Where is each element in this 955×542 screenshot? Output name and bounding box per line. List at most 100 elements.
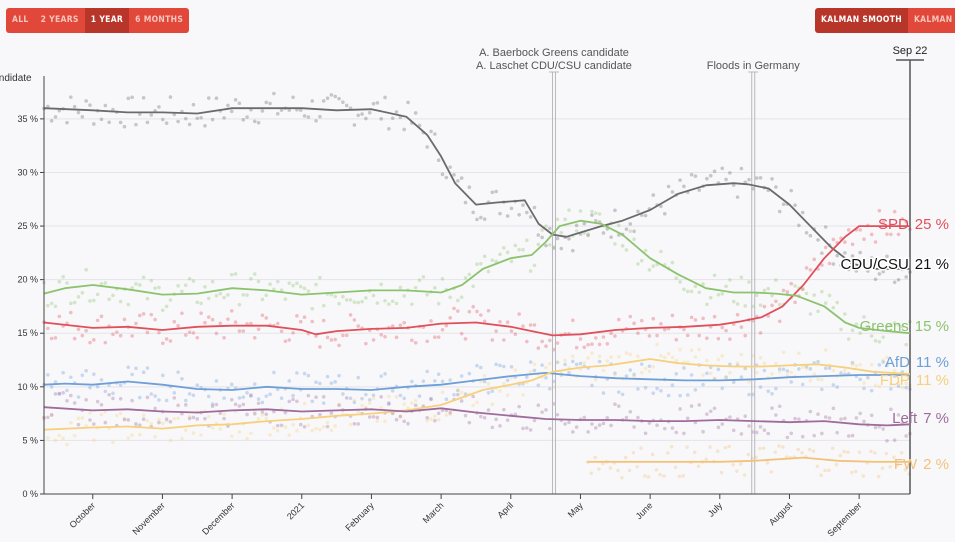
poll-dot bbox=[390, 324, 395, 328]
poll-dot bbox=[850, 433, 855, 438]
poll-dot bbox=[206, 315, 211, 319]
poll-dot bbox=[761, 446, 766, 450]
poll-dot bbox=[325, 335, 330, 340]
poll-dot bbox=[306, 393, 311, 398]
poll-dot bbox=[141, 413, 146, 418]
poll-dot bbox=[727, 444, 732, 449]
range-2-years-button[interactable]: 2 YEARS bbox=[34, 8, 85, 33]
poll-dot bbox=[433, 418, 437, 423]
poll-dot bbox=[609, 423, 613, 428]
poll-dot bbox=[502, 381, 506, 386]
y-tick-label: 25 % bbox=[17, 221, 38, 231]
poll-dot bbox=[498, 389, 502, 393]
poll-dot bbox=[475, 262, 479, 266]
poll-dot bbox=[99, 117, 104, 122]
poll-dot bbox=[164, 419, 169, 423]
poll-dot bbox=[739, 275, 744, 280]
poll-dot bbox=[502, 364, 506, 369]
poll-dot bbox=[203, 416, 207, 421]
poll-dot bbox=[866, 324, 870, 329]
poll-dot bbox=[337, 343, 341, 348]
poll-dot bbox=[479, 215, 483, 220]
poll-dot bbox=[570, 354, 575, 359]
poll-dot bbox=[195, 383, 200, 387]
poll-dot bbox=[873, 425, 878, 430]
poll-dot bbox=[521, 247, 525, 252]
poll-dot bbox=[578, 361, 583, 366]
poll-dot bbox=[521, 203, 525, 207]
poll-dot bbox=[605, 359, 610, 363]
poll-dot bbox=[616, 390, 621, 394]
poll-dot bbox=[800, 365, 805, 369]
poll-dot bbox=[785, 290, 790, 294]
poll-dot bbox=[364, 392, 368, 397]
poll-dot bbox=[589, 471, 594, 476]
poll-dot bbox=[318, 345, 322, 349]
poll-dot bbox=[260, 413, 265, 417]
poll-dot bbox=[164, 121, 169, 125]
poll-dot bbox=[685, 393, 690, 397]
series-line-fw bbox=[587, 456, 910, 463]
poll-dot bbox=[903, 467, 908, 472]
poll-dot bbox=[758, 356, 763, 360]
poll-dot bbox=[532, 418, 537, 423]
range-all-button[interactable]: ALL bbox=[6, 8, 35, 33]
poll-dot bbox=[574, 223, 579, 228]
poll-dot bbox=[99, 314, 104, 319]
poll-dot bbox=[502, 338, 506, 342]
poll-dot bbox=[229, 272, 234, 277]
poll-dot bbox=[153, 286, 157, 290]
poll-dot bbox=[800, 287, 805, 292]
poll-dot bbox=[256, 397, 261, 401]
poll-dot bbox=[743, 366, 748, 371]
poll-dot bbox=[306, 373, 311, 378]
kalman-smooth-button[interactable]: KALMAN SMOOTH bbox=[815, 8, 908, 33]
poll-dot bbox=[134, 422, 138, 426]
poll-dot bbox=[582, 345, 587, 350]
event-label: A. Baerbock Greens candidate bbox=[479, 47, 629, 59]
poll-dot bbox=[206, 394, 211, 399]
poll-dot bbox=[574, 345, 579, 350]
poll-dot bbox=[800, 450, 804, 455]
poll-dot bbox=[302, 401, 307, 406]
poll-dot bbox=[758, 425, 763, 429]
poll-dot bbox=[697, 333, 702, 338]
poll-dot bbox=[199, 311, 203, 315]
poll-dot bbox=[858, 250, 862, 255]
poll-dot bbox=[654, 467, 659, 472]
poll-dot bbox=[796, 447, 800, 452]
poll-dot bbox=[279, 396, 284, 400]
poll-dot bbox=[160, 308, 165, 313]
poll-dot bbox=[839, 371, 843, 375]
party-name: AfD bbox=[885, 354, 910, 371]
poll-dot bbox=[433, 335, 437, 340]
poll-dot bbox=[774, 278, 778, 282]
poll-dot bbox=[613, 334, 617, 338]
poll-dot bbox=[448, 412, 452, 417]
kalman-button[interactable]: KALMAN bbox=[907, 8, 955, 33]
poll-dot bbox=[49, 413, 54, 417]
poll-dot bbox=[804, 230, 809, 235]
poll-dot bbox=[49, 301, 54, 306]
poll-dot bbox=[53, 336, 58, 340]
poll-dot bbox=[76, 395, 81, 399]
poll-dot bbox=[701, 316, 705, 321]
poll-dot bbox=[627, 468, 632, 473]
poll-dot bbox=[724, 328, 728, 333]
range-1-year-button[interactable]: 1 YEAR bbox=[84, 8, 130, 33]
poll-dot bbox=[283, 425, 288, 429]
poll-dot bbox=[352, 398, 357, 403]
poll-dot bbox=[869, 362, 874, 367]
poll-dot bbox=[145, 330, 150, 335]
poll-dot bbox=[302, 286, 307, 291]
poll-dot bbox=[846, 434, 851, 438]
poll-dot bbox=[168, 339, 173, 343]
poll-dot bbox=[720, 422, 725, 426]
range-6-months-button[interactable]: 6 MONTHS bbox=[129, 8, 190, 33]
poll-dot bbox=[494, 362, 498, 367]
x-tick-label: June bbox=[634, 500, 655, 521]
poll-dot bbox=[881, 269, 885, 274]
poll-dot bbox=[157, 330, 161, 335]
poll-dot bbox=[811, 449, 816, 453]
poll-dot bbox=[728, 415, 732, 419]
